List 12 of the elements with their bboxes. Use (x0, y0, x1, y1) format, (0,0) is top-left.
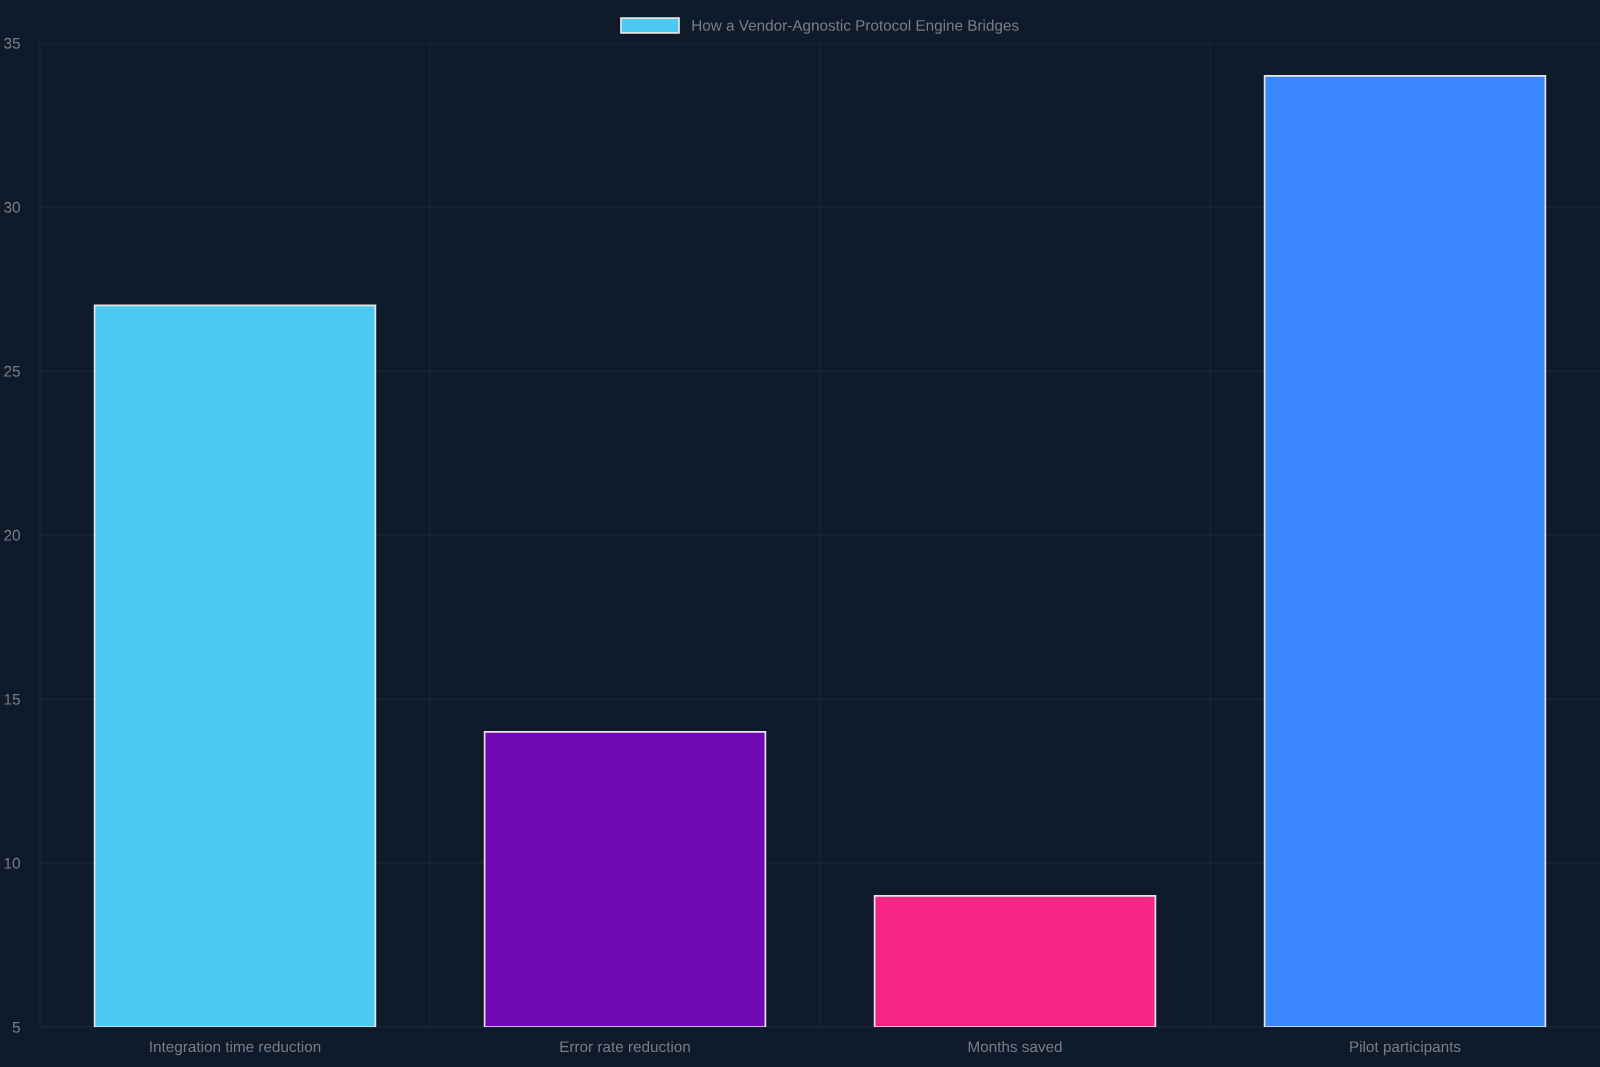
y-tick-label: 30 (4, 201, 20, 213)
y-tick-label: 10 (4, 857, 20, 869)
x-tick-label: Months saved (968, 1040, 1062, 1053)
y-tick-label: 35 (4, 37, 20, 49)
x-tick-label: Error rate reduction (560, 1040, 690, 1053)
legend-label: How a Vendor-Agnostic Protocol Engine Bridges (692, 19, 1019, 34)
y-tick-label: 15 (4, 694, 20, 705)
y-tick-label: 25 (4, 365, 20, 377)
y-tick-label: 5 (12, 1022, 20, 1033)
x-tick-label: Pilot participants (1350, 1040, 1461, 1056)
y-tick-label: 20 (4, 529, 20, 541)
x-tick-label: Integration time reduction (150, 1040, 321, 1056)
